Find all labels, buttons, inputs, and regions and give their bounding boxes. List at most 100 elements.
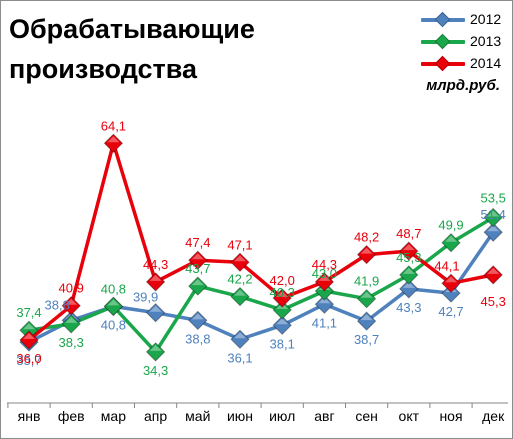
data-label-2014: 45,3	[481, 294, 506, 309]
data-point-highlight	[234, 255, 246, 262]
data-label-2014: 64,1	[101, 118, 126, 133]
data-point-2014	[145, 272, 166, 292]
data-point-2012	[314, 294, 335, 315]
data-point-highlight	[149, 344, 162, 351]
data-point-highlight	[191, 253, 204, 260]
data-point-2014	[103, 133, 124, 154]
chart-title: Обрабатывающие производства	[9, 9, 309, 89]
data-point-highlight	[65, 316, 78, 323]
data-label-2012: 42,7	[438, 304, 463, 319]
data-label-2014: 36,0	[16, 351, 41, 366]
series-line-2013	[28, 215, 495, 354]
data-point-2014	[314, 272, 335, 292]
data-point-2012	[399, 279, 419, 299]
data-point-2013	[356, 288, 377, 309]
data-label-2014: 47,4	[185, 235, 210, 250]
data-point-2014	[230, 252, 250, 273]
data-label-2014: 48,2	[354, 230, 379, 245]
data-point-2012	[272, 315, 292, 336]
x-tick-label: мар	[101, 408, 126, 424]
data-label-2012: 36,1	[227, 350, 252, 365]
x-tick-label: апр	[144, 408, 167, 424]
data-point-highlight	[276, 291, 289, 297]
title-line-1: Обрабатывающие	[9, 14, 255, 44]
data-point-2012	[483, 222, 503, 242]
data-point-2014	[188, 250, 208, 270]
legend-label-2014: 2014	[470, 55, 502, 71]
data-point-highlight	[445, 235, 457, 242]
x-tick-label: май	[185, 408, 210, 424]
data-point-highlight	[23, 323, 35, 330]
data-point-2013	[272, 300, 292, 320]
data-label-2012: 39,9	[133, 290, 158, 305]
series-line-2014	[27, 141, 494, 342]
x-tick-label: окт	[399, 408, 420, 424]
x-tick-label: июн	[227, 408, 253, 424]
data-point-2014	[19, 330, 39, 350]
x-tick-label: авг	[314, 408, 334, 424]
data-label-2013: 34,3	[143, 363, 168, 378]
data-label-2013: 53,5	[481, 191, 506, 206]
data-label-2013: 40,3	[270, 285, 295, 300]
data-label-2012: 43,3	[396, 300, 421, 315]
data-point-highlight	[360, 247, 373, 254]
data-point-2013	[399, 265, 419, 285]
data-label-2014: 47,1	[227, 237, 252, 252]
data-label-2012: 40,8	[101, 317, 126, 332]
data-label-2013: 37,4	[16, 305, 41, 320]
title-line-2: производства	[9, 54, 197, 84]
data-point-highlight	[107, 136, 120, 143]
unit-label: млрд.руб.	[426, 77, 500, 94]
x-tick-label: ноя	[439, 408, 462, 424]
data-point-highlight	[149, 274, 162, 281]
data-point-highlight	[445, 276, 457, 283]
data-point-2012	[188, 310, 208, 331]
data-point-2013	[188, 276, 208, 296]
data-point-highlight	[234, 289, 246, 296]
data-point-2012	[230, 329, 250, 350]
data-point-2014	[399, 241, 419, 261]
data-point-highlight	[360, 314, 373, 321]
data-point-highlight	[402, 267, 415, 274]
data-label-2013: 43,7	[185, 261, 210, 276]
data-point-2013	[483, 207, 503, 228]
data-point-highlight	[487, 225, 500, 232]
data-label-2012: 41,1	[312, 315, 337, 330]
data-label-2013: 42,2	[227, 272, 252, 287]
x-tick-label: янв	[18, 408, 41, 424]
data-point-2013	[314, 281, 335, 301]
data-point-2014	[61, 295, 81, 316]
data-label-2012: 38,8	[185, 331, 210, 346]
data-point-highlight	[149, 305, 162, 312]
data-label-2012: 38,7	[354, 332, 379, 347]
legend-item-2014: 2014	[419, 53, 511, 75]
data-point-highlight	[318, 274, 331, 281]
data-point-highlight	[487, 267, 500, 274]
x-tick-label: июл	[269, 408, 295, 424]
legend-label-2012: 2012	[470, 11, 502, 27]
data-point-highlight	[23, 333, 35, 339]
data-point-2013	[145, 342, 166, 362]
data-point-highlight	[65, 298, 78, 305]
data-point-2012	[356, 311, 377, 331]
data-point-2012	[441, 283, 461, 303]
data-point-highlight	[234, 332, 246, 339]
data-label-2012: 38,8	[45, 297, 70, 312]
data-label-2012: 38,1	[270, 336, 295, 351]
data-point-2014	[356, 244, 377, 265]
data-label-2013: 45,3	[396, 250, 421, 265]
legend-label-2013: 2013	[470, 33, 502, 49]
legend-item-2012: 2012	[419, 9, 511, 31]
data-label-2014: 44,1	[434, 258, 459, 273]
x-tick-label: фев	[58, 408, 85, 424]
data-label-2013: 41,9	[354, 274, 379, 289]
data-label-2014: 40,9	[59, 281, 84, 296]
data-point-highlight	[191, 313, 204, 320]
data-point-highlight	[191, 279, 204, 286]
data-label-2014: 42,0	[270, 273, 295, 288]
data-label-2013: 40,8	[101, 281, 126, 296]
data-point-highlight	[402, 244, 415, 251]
data-label-2013: 49,9	[438, 218, 463, 233]
